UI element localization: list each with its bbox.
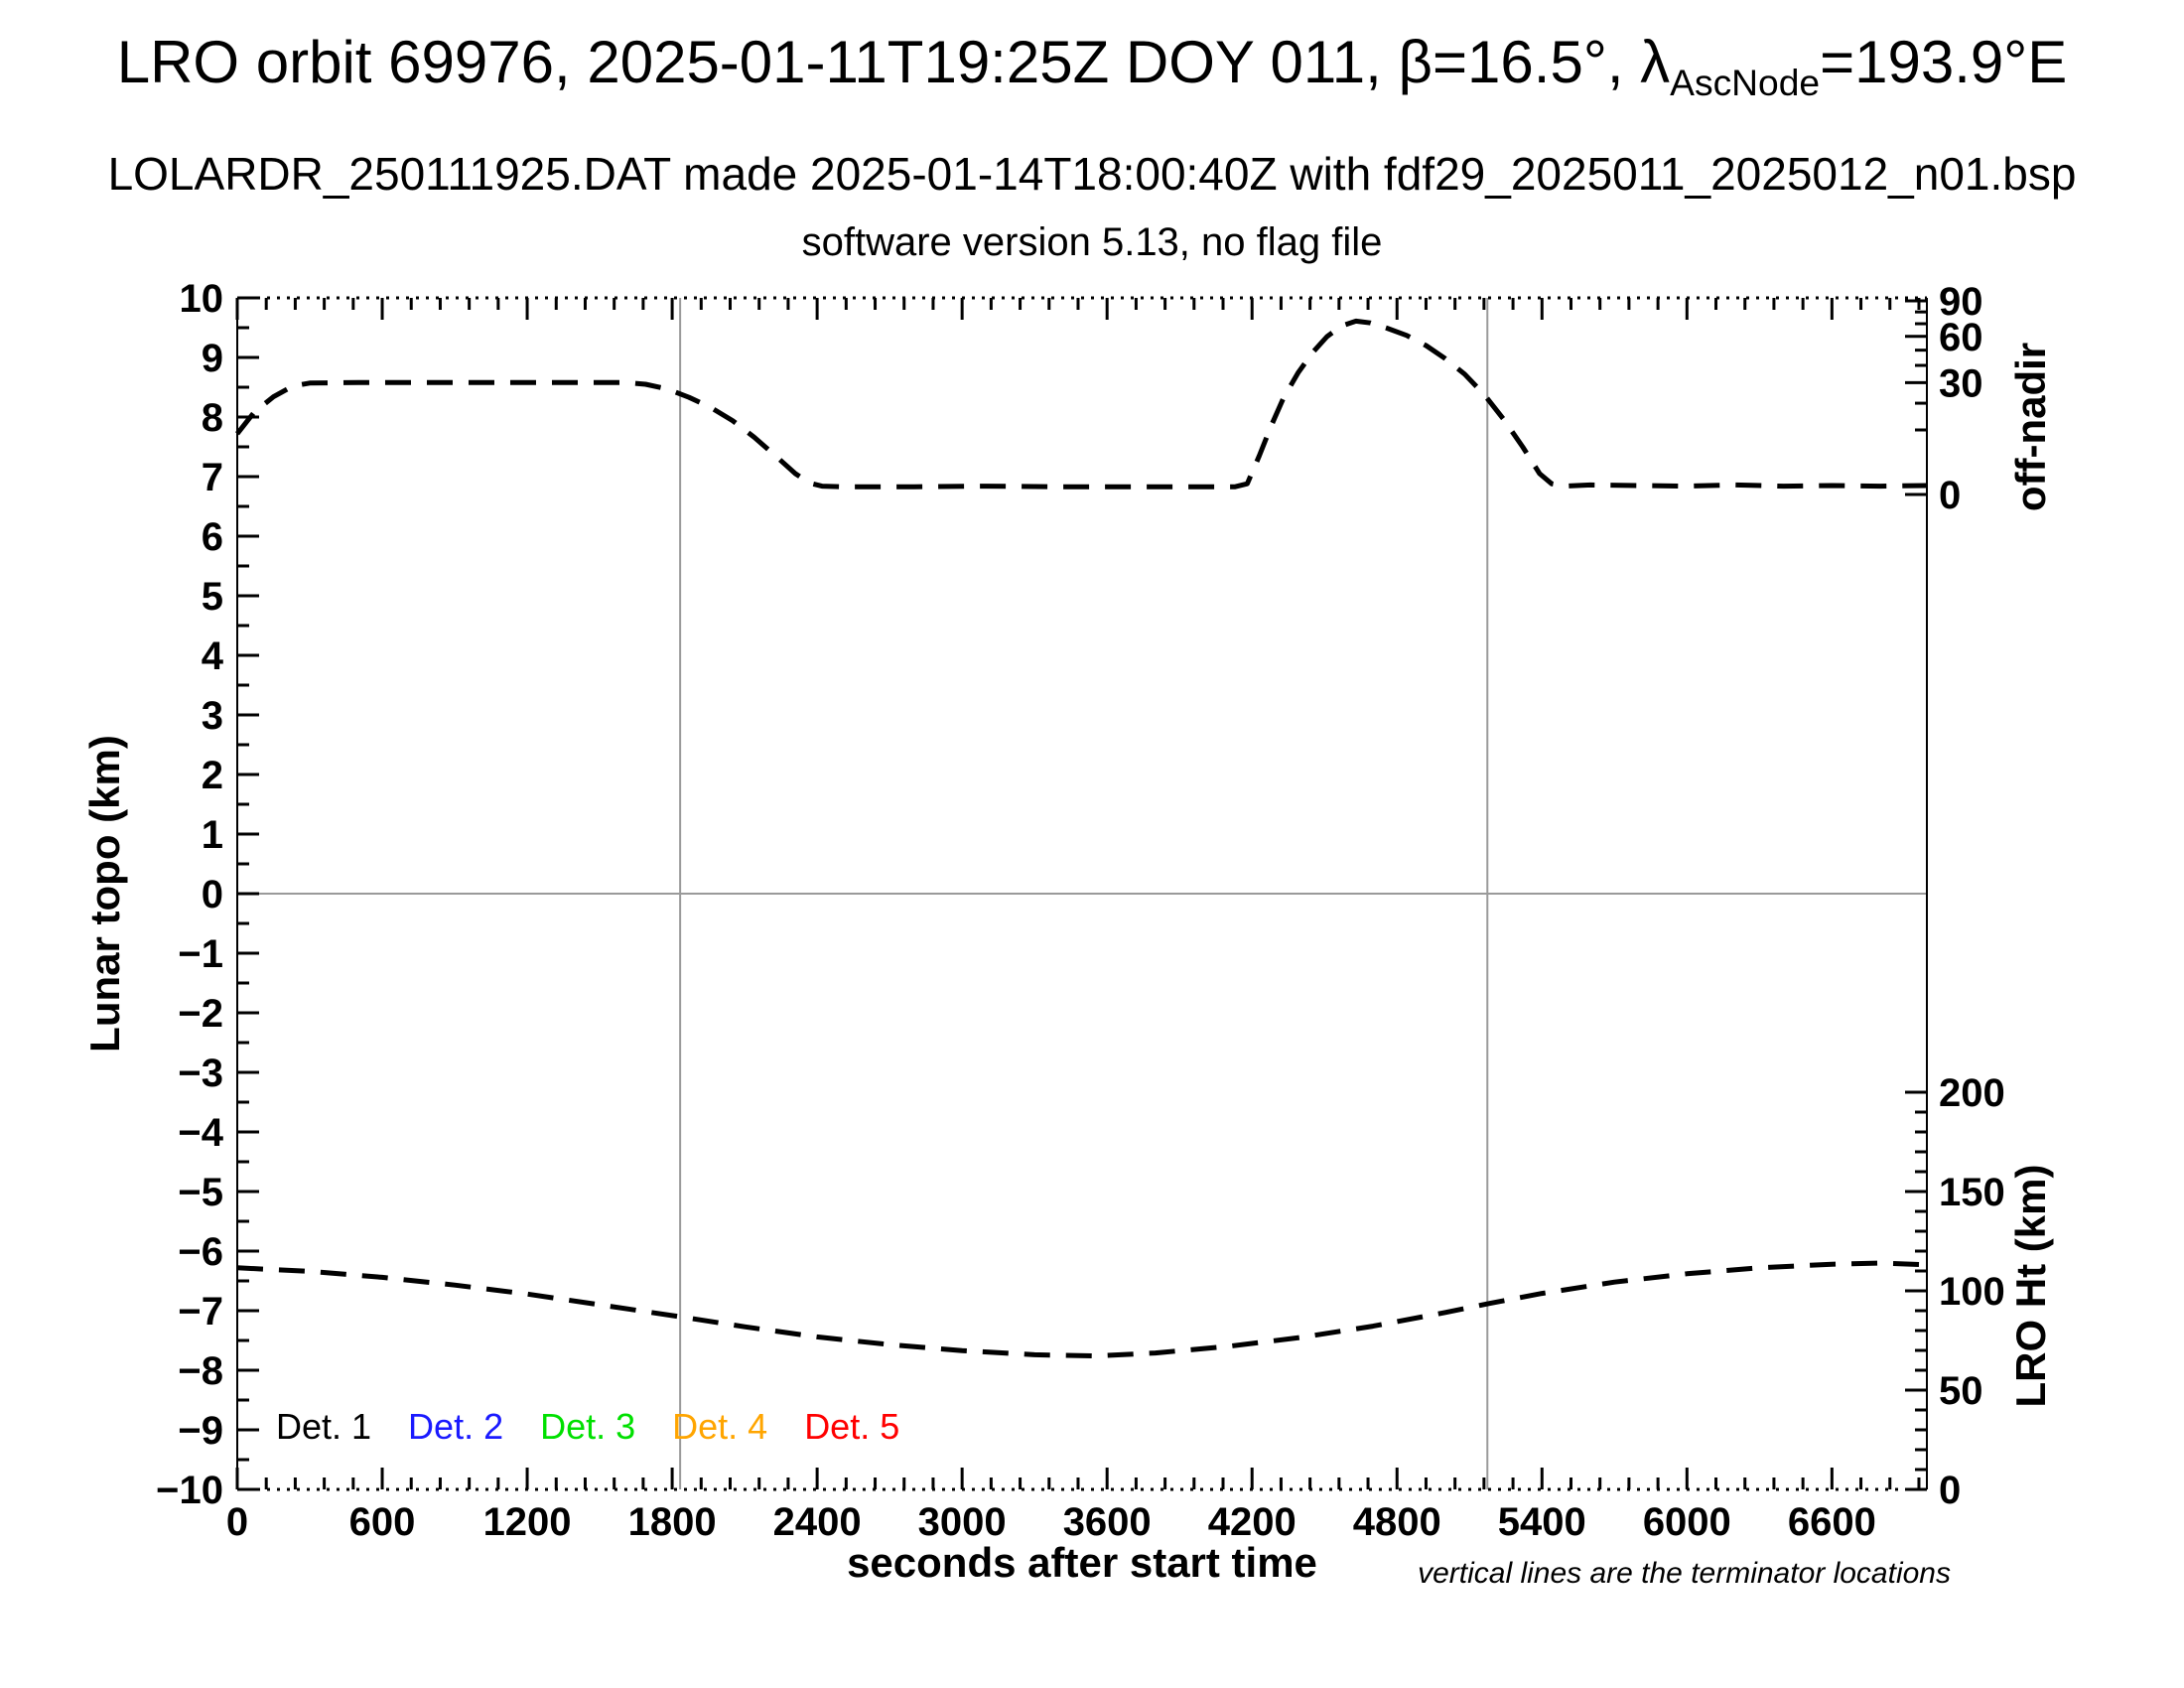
y-left-tick-label: −4 — [178, 1111, 223, 1155]
y-left-tick-label: 3 — [202, 694, 223, 738]
y-left-tick-label: −5 — [178, 1171, 223, 1214]
x-tick-label: 5400 — [1498, 1500, 1586, 1544]
y-left-tick-label: −2 — [178, 992, 223, 1036]
title-prefix: LRO orbit 69976, 2025-01-11T19:25Z DOY 0… — [116, 29, 1671, 95]
legend-item-det-4: Det. 4 — [672, 1406, 768, 1447]
off-nadir-tick-label: 30 — [1939, 361, 1983, 405]
title-suffix: =193.9°E — [1820, 29, 2068, 95]
y-left-tick-label: 6 — [202, 515, 223, 559]
y-left-tick-label: 10 — [180, 277, 224, 321]
y-left-tick-label: −8 — [178, 1349, 223, 1393]
lro-height-curve — [236, 1260, 1927, 1359]
x-tick-label: 0 — [226, 1500, 248, 1544]
page-title: LRO orbit 69976, 2025-01-11T19:25Z DOY 0… — [0, 28, 2184, 104]
y-left-tick-label: 2 — [202, 754, 223, 797]
off-nadir-tick-label: 0 — [1939, 474, 1961, 517]
subtitle-software-version: software version 5.13, no flag file — [801, 220, 1383, 264]
lro-ht-tick-label: 0 — [1939, 1469, 1961, 1512]
y-left-tick-label: −6 — [178, 1230, 223, 1274]
y-axis-left-title: Lunar topo (km) — [81, 735, 128, 1053]
lro-ht-tick-label: 50 — [1939, 1369, 1983, 1413]
y-left-tick-label: 0 — [202, 873, 223, 916]
detector-legend: Det. 1 Det. 2 Det. 3 Det. 4 Det. 5 — [276, 1406, 899, 1448]
data-curves — [235, 318, 1927, 1359]
terminator-footnote: vertical lines are the terminator locati… — [1418, 1557, 1951, 1590]
legend-item-det-2: Det. 2 — [408, 1406, 504, 1447]
y-axis-right-bottom-title: LRO Ht (km) — [2007, 1165, 2054, 1408]
axis-tick-labels: 0 600 1200 1800 2400 3000 3600 4200 4800 5400 6000… — [156, 277, 2005, 1544]
x-tick-label: 1200 — [483, 1500, 572, 1544]
x-tick-label: 1800 — [628, 1500, 717, 1544]
x-tick-label: 6600 — [1788, 1500, 1876, 1544]
y-left-tick-label: −7 — [178, 1290, 223, 1334]
subtitle-file-info: LOLARDR_250111925.DAT made 2025-01-14T18… — [107, 148, 2077, 200]
off-nadir-curve — [235, 318, 1927, 490]
y-left-tick-label: 4 — [202, 634, 224, 678]
x-tick-label: 4800 — [1353, 1500, 1441, 1544]
lro-ht-tick-label: 150 — [1939, 1171, 2005, 1214]
title-subscript: AscNode — [1670, 62, 1821, 103]
y-left-tick-label: −1 — [178, 932, 223, 976]
y-left-tick-label: 9 — [202, 337, 223, 380]
lro-ht-tick-label: 100 — [1939, 1270, 2005, 1314]
x-tick-label: 6000 — [1643, 1500, 1731, 1544]
x-tick-label: 3600 — [1063, 1500, 1152, 1544]
x-axis-title: seconds after start time — [847, 1539, 1317, 1586]
legend-item-det-5: Det. 5 — [804, 1406, 900, 1447]
x-tick-label: 2400 — [773, 1500, 862, 1544]
off-nadir-tick-label: 60 — [1939, 316, 1983, 359]
x-tick-label: 3000 — [918, 1500, 1007, 1544]
x-tick-label: 600 — [349, 1500, 416, 1544]
y-left-tick-label: 5 — [202, 575, 223, 619]
y-left-tick-label: −3 — [178, 1052, 223, 1095]
y-left-tick-label: 1 — [202, 813, 223, 857]
axis-ticks — [235, 296, 1927, 1491]
y-left-tick-label: −10 — [156, 1469, 223, 1512]
lro-ht-tick-label: 200 — [1939, 1071, 2005, 1115]
off-nadir-tick-label: 90 — [1939, 280, 1983, 324]
y-left-tick-label: 7 — [202, 456, 223, 499]
x-tick-label: 4200 — [1208, 1500, 1297, 1544]
y-axis-right-top-title: off-nadir — [2007, 343, 2054, 511]
y-left-tick-label: −9 — [178, 1409, 223, 1453]
y-left-tick-label: 8 — [202, 396, 223, 440]
legend-item-det-1: Det. 1 — [276, 1406, 372, 1447]
legend-item-det-3: Det. 3 — [540, 1406, 636, 1447]
reference-lines — [237, 298, 1927, 1489]
